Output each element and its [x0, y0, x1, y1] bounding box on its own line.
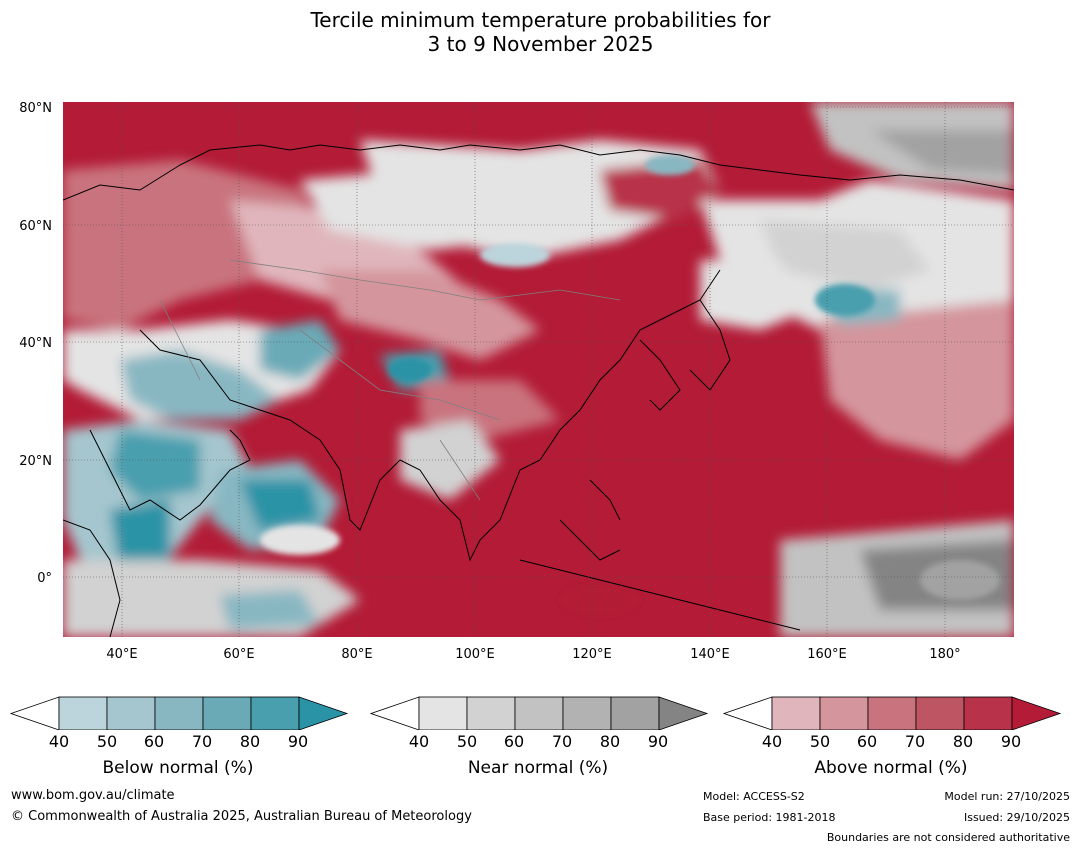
colorbar-swatch	[514, 696, 564, 731]
colorbar-swatch	[915, 696, 965, 731]
colorbar-swatch	[722, 696, 773, 731]
disclaimer-text: Boundaries are not considered authoritat…	[826, 831, 1070, 844]
colorbar-swatch	[9, 696, 60, 731]
colorbar-below-normal: 40 50 60 70 80 90 Below normal (%)	[9, 690, 350, 778]
probability-detail	[260, 155, 1000, 615]
colorbar-tick: 90	[287, 732, 309, 751]
colorbar-swatch	[250, 696, 300, 731]
borders	[159, 259, 621, 501]
model-text: Model: ACCESS-S2	[703, 790, 805, 803]
colorbar-tick: 70	[904, 732, 926, 751]
colorbar-tick: 40	[48, 732, 70, 751]
lon-label: 160°E	[807, 647, 847, 662]
colorbar-swatch	[202, 696, 252, 731]
colorbar-tick: 80	[952, 732, 974, 751]
colorbar-swatch	[610, 696, 660, 731]
lat-label: 80°N	[19, 101, 52, 116]
colorbar-swatch	[369, 696, 420, 731]
colorbar-swatch	[106, 696, 156, 731]
colorbar-swatch	[562, 696, 612, 731]
lat-label: 20°N	[19, 454, 52, 469]
copyright-text: © Commonwealth of Australia 2025, Austra…	[11, 809, 472, 824]
colorbar-swatch	[771, 696, 821, 731]
colorbar-tick: 40	[761, 732, 783, 751]
lon-labels: 40°E 60°E 80°E 100°E 120°E 140°E 160°E 1…	[106, 647, 960, 662]
map-area	[63, 102, 1014, 637]
lat-labels: 80°N 60°N 40°N 20°N 0°	[19, 101, 52, 586]
lat-label: 60°N	[19, 219, 52, 234]
title-line-2: 3 to 9 November 2025	[427, 32, 654, 56]
colorbar-below-swatches	[9, 696, 349, 731]
colorbar-swatch	[418, 696, 468, 731]
colorbar-above-normal: 40 50 60 70 80 90 Above normal (%)	[722, 690, 1063, 778]
base-period-text: Base period: 1981-2018	[703, 811, 836, 824]
colorbar-tick: 50	[96, 732, 118, 751]
lat-label: 40°N	[19, 336, 52, 351]
probability-fields	[63, 102, 1014, 637]
colorbar-tick: 60	[143, 732, 165, 751]
colorbar-swatch	[819, 696, 869, 731]
colorbar-tick: 60	[856, 732, 878, 751]
probability-map: 80°N 60°N 40°N 20°N 0° 40°E 60°E 80°E 10…	[19, 101, 1014, 662]
model-run-text: Model run: 27/10/2025	[944, 790, 1070, 803]
graticule	[63, 102, 1014, 637]
colorbar-tick: 90	[647, 732, 669, 751]
lon-label: 40°E	[106, 647, 137, 662]
colorbar-above-swatches	[722, 696, 1062, 731]
coastlines	[63, 144, 1014, 637]
lon-label: 180°	[929, 647, 960, 662]
colorbar-swatch	[298, 696, 349, 731]
colorbar-tick: 80	[599, 732, 621, 751]
colorbar-swatch	[1011, 696, 1062, 731]
title-line-1: Tercile minimum temperature probabilitie…	[310, 8, 771, 32]
lon-label: 120°E	[572, 647, 612, 662]
colorbar-tick: 80	[239, 732, 261, 751]
lon-label: 60°E	[223, 647, 254, 662]
issued-text: Issued: 29/10/2025	[963, 811, 1070, 824]
colorbar-tick: 50	[809, 732, 831, 751]
lat-label: 0°	[37, 571, 52, 586]
colorbar-label: Below normal (%)	[102, 758, 254, 778]
lon-label: 80°E	[341, 647, 372, 662]
website-link[interactable]: www.bom.gov.au/climate	[11, 788, 175, 803]
colorbar-label: Above normal (%)	[814, 758, 968, 778]
colorbar-swatch	[466, 696, 516, 731]
colorbar-swatch	[154, 696, 204, 731]
colorbar-tick: 50	[456, 732, 478, 751]
colorbar-swatch	[963, 696, 1013, 731]
colorbar-near-normal: 40 50 60 70 80 90 Near normal (%)	[369, 690, 710, 778]
lon-label: 140°E	[690, 647, 730, 662]
colorbar-tick: 90	[1000, 732, 1022, 751]
colorbar-tick: 70	[551, 732, 573, 751]
colorbar-swatch	[658, 696, 709, 731]
colorbar-tick: 40	[408, 732, 430, 751]
colorbar-tick: 60	[503, 732, 525, 751]
colorbar-tick: 70	[191, 732, 213, 751]
lon-label: 100°E	[455, 647, 495, 662]
colorbar-label: Near normal (%)	[467, 758, 609, 778]
colorbar-swatch	[867, 696, 917, 731]
map-title: Tercile minimum temperature probabilitie…	[0, 8, 1081, 56]
colorbar-near-swatches	[369, 696, 709, 731]
colorbar-swatch	[58, 696, 108, 731]
